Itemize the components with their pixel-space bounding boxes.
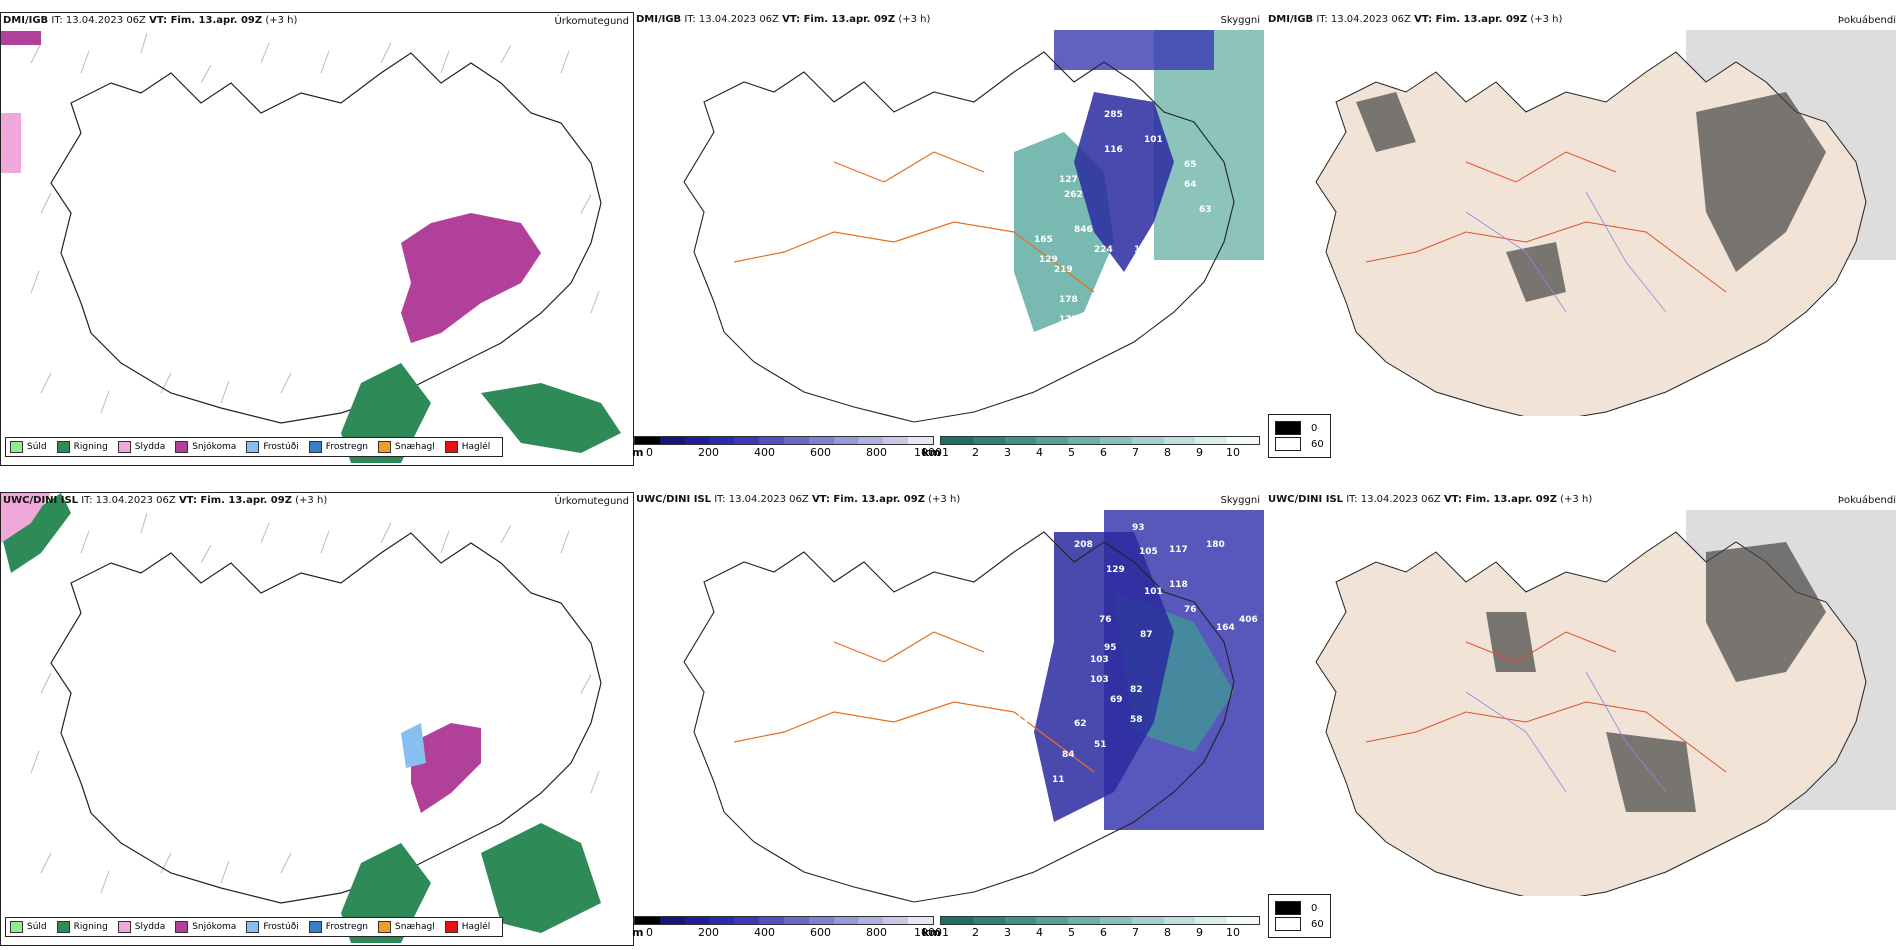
svg-text:266: 266 [1074,85,1093,95]
svg-text:58: 58 [1130,715,1143,725]
wind-barbs [30,32,600,414]
fog-legend-bottom: 0 60 [1268,894,1331,938]
svg-text:103: 103 [1090,675,1109,685]
visibility-colorbar-km-top: km 1 2 3 4 5 6 7 8 9 10 [922,436,1260,459]
svg-text:63: 63 [1199,205,1212,215]
svg-text:116: 116 [1104,145,1123,155]
panel-header: UWC/DINI ISL IT: 13.04.2023 06Z VT: Fim.… [636,494,961,505]
visibility-colorbar-m-bottom: m 0 200 400 600 800 1000 [632,916,942,939]
sleet-corner [1,113,21,173]
svg-text:135: 135 [714,113,733,123]
svg-text:295: 295 [724,49,743,59]
iceland-map-visibility-bottom: 30 93 208 105 117 180 129 118 101 76 76 … [683,510,1264,903]
visibility-map-top: 295 112 135 183 189 266 285 116 101 65 6… [634,12,1264,432]
panel-title: Skyggni [1220,495,1260,506]
svg-text:87: 87 [1140,630,1153,640]
precip-map-bottom: UWC/DINI ISL IT: 13.04.2023 06Z VT: Fim.… [0,492,634,946]
visibility-map-bottom: 30 93 208 105 117 180 129 118 101 76 76 … [634,492,1264,912]
svg-text:118: 118 [1169,580,1188,590]
panel-header: DMI/IGB IT: 13.04.2023 06Z VT: Fim. 13.a… [636,14,931,25]
visibility-labels: 295 112 135 183 189 266 285 116 101 65 6… [714,49,1212,355]
svg-text:262: 262 [1064,190,1083,200]
svg-text:285: 285 [1104,110,1123,120]
fog-map-top: DMI/IGB IT: 13.04.2023 06Z VT: Fim. 13.a… [1266,12,1900,416]
svg-text:76: 76 [1099,615,1112,625]
svg-text:80: 80 [814,683,827,693]
svg-text:208: 208 [1074,540,1093,550]
svg-text:64: 64 [1184,180,1197,190]
svg-text:95: 95 [1104,643,1117,653]
svg-text:16: 16 [944,345,957,355]
svg-text:200: 200 [989,200,1008,210]
visibility-labels: 30 93 208 105 117 180 129 118 101 76 76 … [802,523,1258,785]
svg-text:178: 178 [1059,295,1078,305]
svg-text:31: 31 [1059,335,1072,345]
svg-text:101: 101 [1144,587,1163,597]
svg-text:93: 93 [1132,523,1145,533]
iceland-coastline [50,52,602,424]
panel-header: DMI/IGB IT: 13.04.2023 06Z VT: Fim. 13.a… [3,15,298,26]
precip-legend: Súld Rigning Slydda Snjókoma Frostúði Fr… [5,437,504,457]
iceland-map-precip-top [1,31,621,463]
svg-text:118: 118 [1134,245,1153,255]
svg-text:180: 180 [1206,540,1225,550]
svg-text:165: 165 [1034,235,1053,245]
panel-header: UWC/DINI ISL IT: 13.04.2023 06Z VT: Fim.… [3,495,328,506]
panel-header: DMI/IGB IT: 13.04.2023 06Z VT: Fim. 13.a… [1268,14,1563,25]
svg-text:224: 224 [1094,245,1113,255]
visibility-colorbar-m-top: m 0 200 400 600 800 1000 [632,436,942,459]
panel-title: Úrkomutegund [554,16,629,27]
snow-corner [1,31,41,45]
svg-text:20: 20 [914,689,927,699]
svg-text:129: 129 [1106,565,1125,575]
fog-legend-top: 0 60 [1268,414,1331,458]
svg-text:117: 117 [1169,545,1188,555]
iceland-map-fog-bottom [1315,510,1896,896]
panel-title: Þokuábendi [1837,495,1896,506]
panel-title: Skyggni [1220,15,1260,26]
svg-text:76: 76 [1184,605,1197,615]
panel-title: Úrkomutegund [554,496,629,507]
svg-text:82: 82 [802,699,815,709]
panel-header: UWC/DINI ISL IT: 13.04.2023 06Z VT: Fim.… [1268,494,1593,505]
svg-text:101: 101 [1144,135,1163,145]
svg-text:127: 127 [874,705,893,715]
svg-text:11: 11 [1052,775,1065,785]
svg-text:51: 51 [1094,740,1107,750]
precip-map-top: DMI/IGB IT: 13.04.2023 06Z VT: Fim. 13.a… [0,12,634,466]
svg-text:65: 65 [1184,160,1197,170]
svg-text:112: 112 [718,73,737,83]
svg-text:82: 82 [1130,685,1143,695]
svg-text:113: 113 [1016,715,1035,725]
svg-text:164: 164 [1216,623,1235,633]
svg-text:127: 127 [1059,175,1078,185]
panel-title: Þokuábendi [1837,15,1896,26]
iceland-map-precip-bottom [1,493,602,943]
svg-text:178: 178 [1084,320,1103,330]
iceland-map-visibility-top: 295 112 135 183 189 266 285 116 101 65 6… [683,30,1264,423]
svg-text:183: 183 [884,125,903,135]
svg-text:69: 69 [1110,695,1123,705]
precip-legend: Súld Rigning Slydda Snjókoma Frostúði Fr… [5,917,504,937]
svg-text:84: 84 [1062,750,1075,760]
iceland-map-fog-top [1315,30,1896,416]
svg-text:177: 177 [1059,315,1078,325]
svg-text:846: 846 [1074,225,1093,235]
svg-text:219: 219 [1054,265,1073,275]
svg-text:189: 189 [784,215,803,225]
svg-text:62: 62 [1074,719,1087,729]
fog-map-bottom: UWC/DINI ISL IT: 13.04.2023 06Z VT: Fim.… [1266,492,1900,896]
svg-text:103: 103 [1090,655,1109,665]
svg-text:129: 129 [1039,255,1058,265]
svg-text:30: 30 [1086,525,1099,535]
visibility-colorbar-km-bottom: km 1 2 3 4 5 6 7 8 9 10 [922,916,1260,939]
snow-region [401,213,541,343]
svg-text:406: 406 [1239,615,1258,625]
svg-text:105: 105 [1139,547,1158,557]
